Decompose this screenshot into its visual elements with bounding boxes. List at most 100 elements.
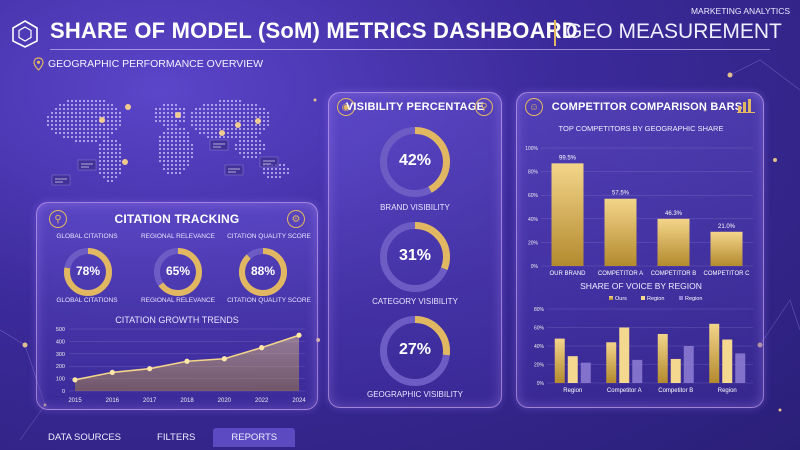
eye-icon: ◉: [337, 98, 355, 116]
bar-value-label: 21.0%: [718, 224, 736, 230]
x-tick-label: 2018: [180, 398, 194, 404]
search-icon: ⚲: [475, 98, 493, 116]
y-tick-label: 100%: [525, 146, 538, 152]
x-category-label: COMPETITOR C: [704, 271, 751, 277]
tab-filters[interactable]: FILTERS: [157, 432, 196, 443]
y-tick-label: 0: [62, 389, 65, 395]
tab-reports[interactable]: REPORTS: [213, 428, 296, 447]
ring-bottom-label: REGIONAL RELEVANCE: [140, 297, 216, 304]
gear-icon: ⚙: [287, 210, 305, 228]
competitor-bar: [604, 198, 637, 266]
regional-relevance-ring: [154, 248, 202, 296]
global-citations-value: 78%: [75, 264, 101, 278]
y-tick-label: 20%: [534, 363, 545, 369]
ring-top-label: CITATION QUALITY SCORE: [227, 233, 311, 240]
y-tick-label: 100: [56, 377, 65, 383]
sov-bar: [709, 323, 720, 383]
legend-label: Region: [647, 296, 664, 302]
sov-chart-title: SHARE OF VOICE BY REGION: [580, 283, 702, 291]
section-label: GEOGRAPHIC PERFORMANCE OVERVIEW: [48, 58, 264, 70]
header-underline: [50, 49, 770, 50]
competitor-panel: ☺ COMPETITOR COMPARISON BARS TOP COMPETI…: [516, 92, 764, 408]
x-tick-label: 2022: [255, 398, 269, 404]
sov-bar: [619, 327, 630, 383]
page-subtitle: GEO MEASUREMENT: [566, 20, 782, 43]
x-tick-label: 2016: [106, 398, 120, 404]
y-tick-label: 300: [56, 352, 65, 358]
ring-top-label: GLOBAL CITATIONS: [56, 233, 118, 240]
bottom-tabs: DATA SOURCES FILTERS REPORTS: [30, 428, 296, 447]
y-tick-label: 0%: [537, 381, 545, 387]
bar-value-label: 99.5%: [559, 155, 577, 161]
ring-progress-arc: [154, 248, 202, 296]
x-category-label: Region: [563, 388, 582, 394]
y-tick-label: 200: [56, 364, 65, 370]
ring-progress-arc: [64, 248, 112, 296]
category-visibility-value: 31%: [398, 247, 432, 264]
x-category-label: COMPETITOR B: [651, 271, 697, 277]
share-of-voice-chart: SHARE OF VOICE BY REGION Ours Region Region…: [534, 283, 753, 394]
x-tick-label: 2015: [68, 398, 82, 404]
x-category-label: Region: [718, 388, 737, 394]
bar-value-label: 46.3%: [665, 211, 683, 217]
sov-bar: [554, 338, 565, 383]
x-category-label: Competitor A: [607, 388, 642, 394]
geographic-visibility-label: GEOGRAPHIC VISIBILITY: [366, 390, 464, 399]
data-point: [259, 345, 265, 351]
location-pin-icon: ⚲: [49, 210, 67, 228]
ring-top-label: REGIONAL RELEVANCE: [140, 233, 216, 240]
competitor-chart-title: TOP COMPETITORS BY GEOGRAPHIC SHARE: [559, 124, 724, 133]
page-title: SHARE OF MODEL (SoM) METRICS DASHBOARD: [50, 18, 578, 43]
geographic-visibility-ring: [380, 316, 450, 386]
y-tick-label: 500: [56, 327, 65, 333]
ring-bottom-label: GLOBAL CITATIONS: [56, 297, 118, 304]
x-category-label: COMPETITOR A: [598, 271, 643, 277]
x-tick-label: 2020: [218, 398, 232, 404]
y-tick-label: 400: [56, 339, 65, 345]
data-point: [296, 332, 302, 338]
world-map: [46, 99, 290, 186]
bar-value-label: 57.5%: [612, 191, 630, 197]
sov-bar: [567, 356, 578, 383]
header-divider: [554, 20, 556, 46]
sov-bar: [683, 346, 694, 383]
legend-label: Region: [685, 296, 702, 302]
visibility-title: VISIBILITY PERCENTAGE: [345, 101, 485, 113]
visibility-panel: ◉ VISIBILITY PERCENTAGE ⚲ 42% BRAND VISI…: [328, 92, 502, 408]
competitor-bar-chart: TOP COMPETITORS BY GEOGRAPHIC SHARE 0% 20%…: [525, 124, 753, 277]
geographic-visibility-value: 27%: [398, 341, 432, 358]
legend-swatch: [641, 296, 645, 300]
x-tick-label: 2024: [292, 398, 306, 404]
data-point: [184, 358, 190, 364]
y-tick-label: 40%: [534, 344, 545, 350]
regional-relevance-value: 65%: [165, 264, 191, 278]
ring-progress-arc: [380, 316, 450, 386]
location-pin-icon: [33, 57, 44, 71]
ring-progress-arc: [380, 127, 450, 197]
brand-visibility-ring: [380, 127, 450, 197]
y-tick-label: 0%: [531, 264, 539, 270]
citation-tracking-panel: ⚲ CITATION TRACKING ⚙ GLOBAL CITATIONS R…: [36, 202, 318, 410]
top-right-label: MARKETING ANALYTICS: [690, 6, 790, 16]
global-citations-ring: [64, 248, 112, 296]
y-tick-label: 60%: [534, 326, 545, 332]
legend-swatch: [609, 296, 613, 300]
citation-tracking-title: CITATION TRACKING: [114, 212, 240, 226]
data-point: [109, 369, 115, 375]
y-tick-label: 40%: [528, 217, 539, 223]
sov-bar: [657, 333, 668, 383]
data-point: [221, 356, 227, 362]
logo-icon: [12, 20, 38, 48]
citation-quality-value: 88%: [250, 264, 276, 278]
category-visibility-ring: [380, 222, 450, 292]
map-legend-boxes: [51, 139, 279, 186]
citation-quality-ring: [239, 248, 287, 296]
sov-bar: [606, 342, 617, 383]
tab-data-sources[interactable]: DATA SOURCES: [48, 432, 122, 443]
sov-bar: [670, 358, 681, 383]
brand-visibility-label: BRAND VISIBILITY: [380, 203, 450, 212]
y-tick-label: 20%: [528, 240, 539, 246]
citation-growth-chart: 0 100 200 300 400 500 2015 2016 2017 2018 2020 2022…: [56, 327, 307, 404]
competitor-bar: [710, 231, 743, 266]
competitor-bar: [551, 163, 584, 266]
